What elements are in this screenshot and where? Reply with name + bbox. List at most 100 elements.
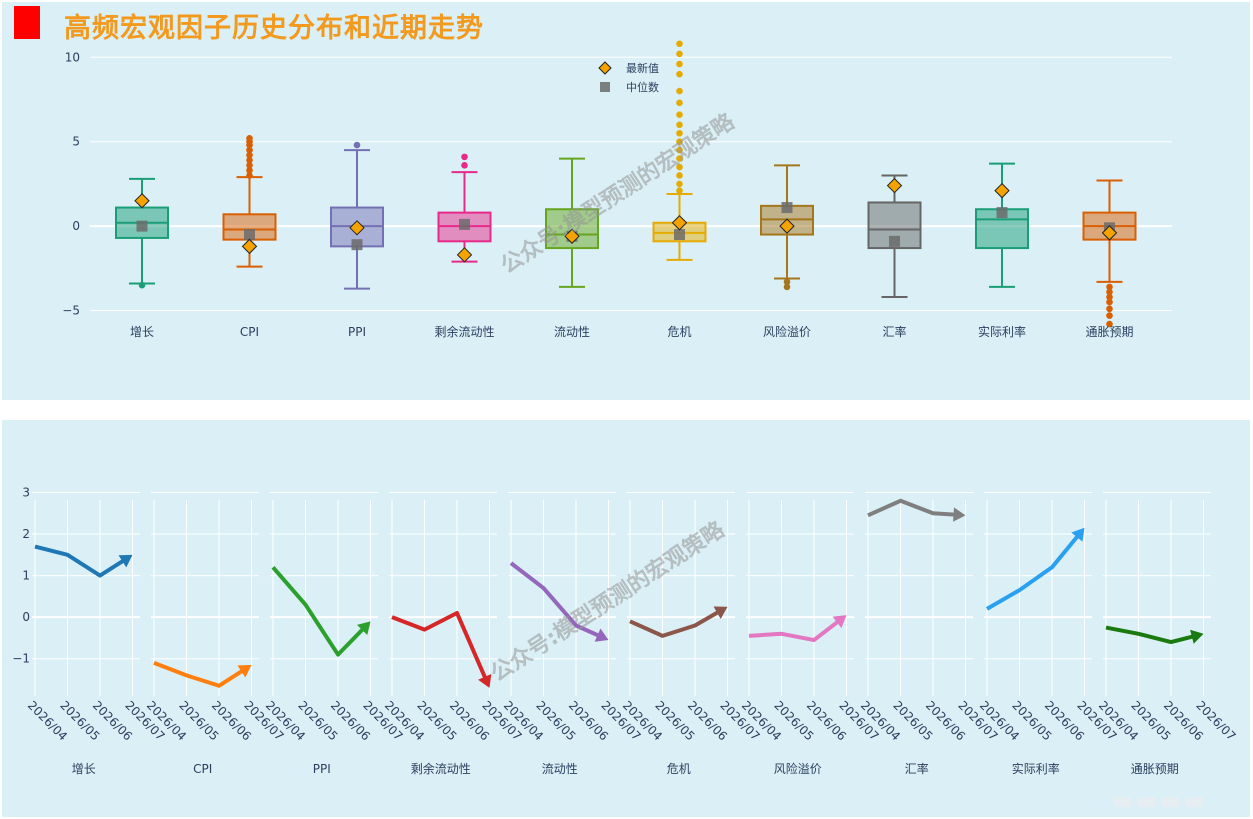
latest-marker xyxy=(779,218,795,234)
y-tick-label: 1 xyxy=(22,569,30,583)
outlier-point xyxy=(676,129,683,137)
outlier-point xyxy=(676,138,683,145)
outlier-point xyxy=(676,146,683,154)
series-arrowhead xyxy=(953,507,966,522)
median-marker xyxy=(244,229,255,241)
median-marker xyxy=(136,220,148,232)
outlier-point xyxy=(246,156,253,164)
latest-marker xyxy=(671,215,688,231)
line-chart: 3210−12026/042026/052026/062026/07增长2026… xyxy=(12,485,1238,776)
title-accent-bar xyxy=(14,6,40,39)
y-tick-label: 0 xyxy=(22,610,30,624)
series-line xyxy=(153,661,245,688)
category-label: 增长 xyxy=(130,325,154,339)
pane-title: 通胀预期 xyxy=(1131,762,1179,776)
median-marker xyxy=(996,207,1008,219)
series-arrowhead xyxy=(356,621,371,635)
outlier-point xyxy=(783,283,791,291)
category-label: 风险溢价 xyxy=(763,324,811,339)
outlier-point xyxy=(676,50,683,58)
series-line xyxy=(867,498,957,518)
latest-marker xyxy=(134,193,150,209)
outlier-point xyxy=(676,187,683,194)
series-line xyxy=(391,611,488,681)
y-tick-label: −5 xyxy=(62,304,80,318)
latest-marker xyxy=(1101,225,1118,241)
category-label: 实际利率 xyxy=(978,324,1026,339)
box-chart: 10 5 0 −5 增长 CPI PPI 剩余流动性 流动性 危机 风险溢价 汇率 实际利率 通胀预期 最新… xyxy=(62,40,1172,339)
legend-latest-label: 最新值 xyxy=(626,61,659,75)
series-arrowhead xyxy=(118,554,133,568)
series-arrowhead xyxy=(1071,527,1085,542)
box-2: PPI xyxy=(330,141,384,339)
outlier-point xyxy=(783,278,791,286)
box-4: 流动性 xyxy=(545,157,599,339)
outlier-point xyxy=(353,141,361,149)
series-line xyxy=(1105,625,1196,645)
watermark: 公众号:模型预测的宏观策略 xyxy=(496,108,740,279)
legend-median-icon xyxy=(600,82,610,92)
box-chart-panel: 高频宏观因子历史分布和近期走势 10 5 0 −5 增长 CPI PPI 剩余流动性 流动性 危机… xyxy=(2,2,1250,400)
pane-title: 流动性 xyxy=(542,762,578,776)
box-7: 汇率 xyxy=(867,174,922,339)
box-8: 实际利率 xyxy=(975,162,1029,339)
outlier-point xyxy=(676,163,683,171)
outlier-point xyxy=(676,121,683,129)
outlier-point xyxy=(676,70,683,78)
y-tick-label: 5 xyxy=(72,135,80,149)
median-marker xyxy=(781,202,793,214)
latest-marker xyxy=(241,238,258,255)
pane-title: CPI xyxy=(193,762,212,776)
outlier-point xyxy=(246,151,253,159)
y-tick-label: −1 xyxy=(12,652,30,666)
series-line xyxy=(34,544,126,578)
series-arrowhead xyxy=(237,664,252,678)
pane-title: PPI xyxy=(313,762,331,776)
y-tick-label: 10 xyxy=(65,50,80,64)
box-3: 剩余流动性 xyxy=(434,153,495,339)
pane-title: 汇率 xyxy=(905,761,929,776)
outlier-point xyxy=(461,162,468,169)
outlier-point xyxy=(246,146,253,154)
median-marker xyxy=(459,218,470,230)
category-label: 通胀预期 xyxy=(1085,325,1133,339)
category-label: 剩余流动性 xyxy=(434,324,494,339)
series-line xyxy=(986,533,1081,611)
pane-title: 风险溢价 xyxy=(774,761,822,776)
page-title: 高频宏观因子历史分布和近期走势 xyxy=(64,13,484,44)
outlier-point xyxy=(676,155,683,162)
outlier-point xyxy=(1106,298,1113,306)
category-label: PPI xyxy=(348,325,366,339)
pane-title: 危机 xyxy=(667,762,691,776)
line-chart-panel: 3 2 1 0 −1 2026/04 2026/05 2026/06 2026/07 增长 2026… xyxy=(2,420,1250,817)
box-6: 风险溢价 xyxy=(760,164,814,339)
latest-marker xyxy=(456,247,473,263)
pane-title: 实际利率 xyxy=(1012,761,1060,776)
category-label: 危机 xyxy=(667,325,691,339)
outlier-point xyxy=(246,162,253,169)
outlier-point xyxy=(676,40,683,48)
y-tick-label: 2 xyxy=(22,527,30,541)
y-tick-label: 3 xyxy=(22,485,30,499)
series-line xyxy=(748,618,841,643)
footer-icons xyxy=(1110,793,1240,811)
latest-marker xyxy=(886,177,903,194)
latest-marker xyxy=(994,182,1010,199)
category-label: 流动性 xyxy=(554,325,590,339)
box-1: CPI xyxy=(222,135,277,339)
median-marker xyxy=(889,235,900,247)
outlier-point xyxy=(461,153,468,161)
series-line xyxy=(629,609,721,638)
outlier-point xyxy=(246,135,253,142)
outlier-point xyxy=(1106,283,1113,291)
outlier-point xyxy=(1106,320,1113,328)
series-arrowhead xyxy=(594,628,609,642)
latest-marker xyxy=(349,220,365,236)
series-arrowhead xyxy=(478,673,492,688)
outlier-point xyxy=(246,167,253,174)
outlier-point xyxy=(1106,305,1113,313)
outlier-point xyxy=(1106,293,1113,301)
median-marker xyxy=(674,229,685,241)
